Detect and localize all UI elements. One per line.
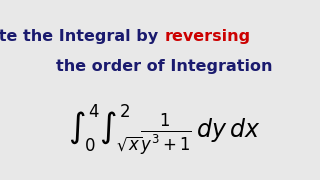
Text: reversing: reversing: [164, 28, 251, 44]
Text: Evaluate the Integral by: Evaluate the Integral by: [0, 28, 164, 44]
Text: the order of Integration: the order of Integration: [56, 59, 272, 74]
Text: $\int_0^4 \int_{\sqrt{x}}^{2} \frac{1}{y^3+1}\, dy\, dx$: $\int_0^4 \int_{\sqrt{x}}^{2} \frac{1}{y…: [68, 102, 260, 157]
